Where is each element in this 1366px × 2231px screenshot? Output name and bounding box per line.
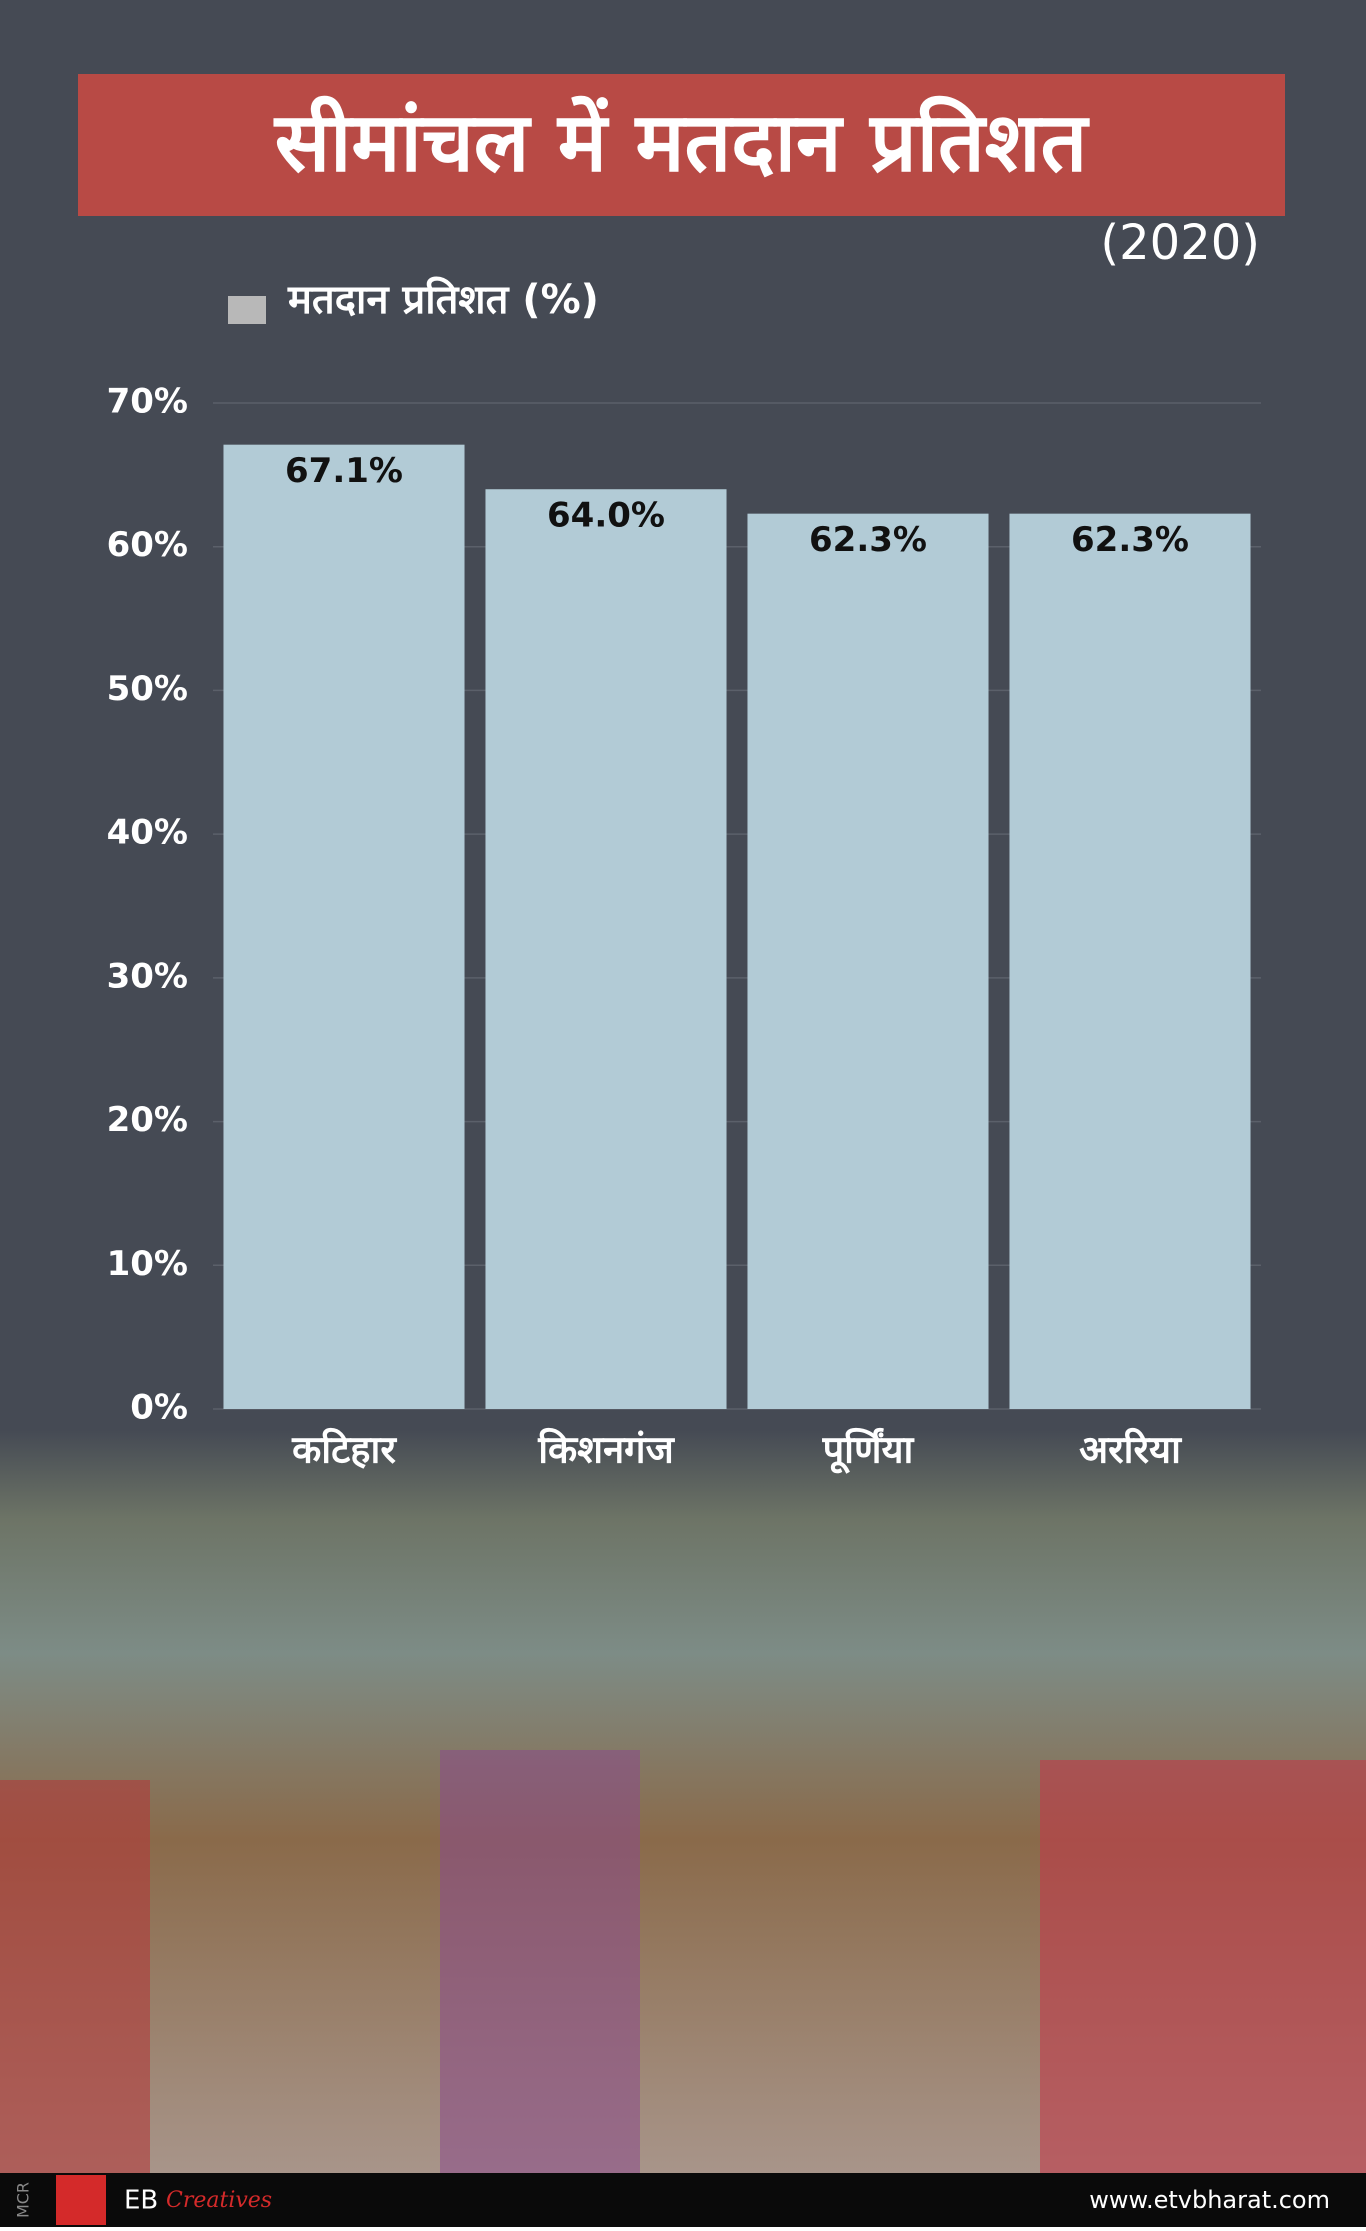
x-tick-label: कटिहार: [291, 1428, 397, 1472]
bar: [223, 444, 465, 1410]
bar: [1009, 513, 1251, 1409]
footer-bar: [0, 2173, 1366, 2227]
y-tick-label: 70%: [107, 382, 188, 422]
x-tick-label: अररिया: [1079, 1428, 1182, 1472]
y-tick-label: 10%: [107, 1244, 188, 1284]
footer-website: www.etvbharat.com: [1089, 2186, 1330, 2214]
y-tick-label: 20%: [107, 1100, 188, 1140]
y-tick-label: 30%: [107, 956, 188, 996]
photo-figure: [0, 1780, 150, 2175]
bar: [485, 489, 727, 1409]
footer-side-text: MCR: [14, 2182, 33, 2218]
photo-figure: [1040, 1760, 1366, 2175]
footer-brand-script: Creatives: [166, 2188, 272, 2213]
footer-brand: EB: [124, 2186, 158, 2216]
bar: [747, 513, 989, 1409]
legend-swatch: [228, 296, 266, 324]
value-label: 62.3%: [809, 520, 927, 560]
photo-figure: [440, 1750, 640, 2175]
x-tick-label: पूर्णिंया: [822, 1428, 915, 1475]
y-tick-label: 50%: [107, 669, 188, 709]
value-label: 67.1%: [285, 451, 403, 491]
title-box: [78, 74, 1285, 216]
legend-label: मतदान प्रतिशत (%): [287, 276, 599, 323]
y-tick-label: 0%: [130, 1388, 188, 1428]
value-label: 64.0%: [547, 496, 665, 536]
logo: [56, 2175, 106, 2225]
y-tick-label: 40%: [107, 813, 188, 853]
chart-subtitle: (2020): [1100, 215, 1260, 271]
chart-title: सीमांचल में मतदान प्रतिशत: [273, 95, 1091, 190]
y-tick-label: 60%: [107, 525, 188, 565]
x-tick-label: किशनगंज: [537, 1428, 675, 1472]
value-label: 62.3%: [1071, 520, 1189, 560]
